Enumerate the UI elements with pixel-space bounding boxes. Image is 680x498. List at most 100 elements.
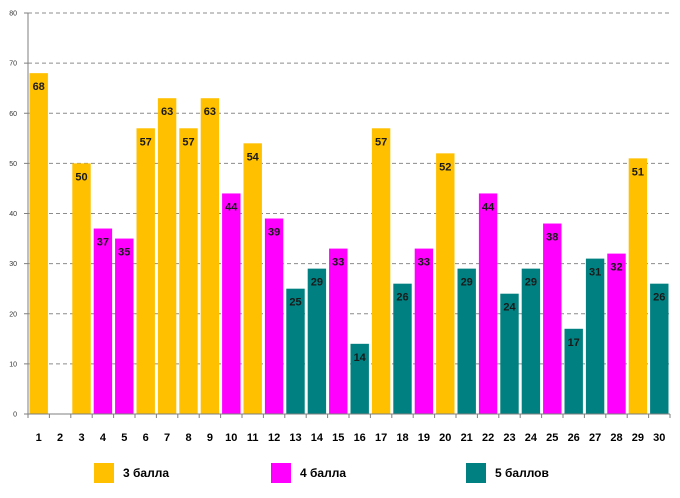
x-tick-label: 27 (589, 432, 601, 444)
bar (436, 153, 455, 414)
x-tick-label: 10 (225, 432, 237, 444)
legend-label-4: 4 балла (300, 466, 347, 480)
data-label: 51 (632, 166, 644, 178)
bar (29, 73, 48, 415)
data-label: 31 (589, 267, 601, 279)
legend-swatch-4 (271, 463, 291, 483)
y-tick-label: 30 (9, 261, 17, 268)
x-tick-label: 8 (185, 432, 191, 444)
bar (500, 293, 519, 414)
x-tick-label: 11 (247, 432, 259, 444)
bar (414, 248, 434, 414)
data-labels: 68 50 37 35 57 63 57 63 44 54 39 25 29 33 14 57 26 33 52 29… (33, 81, 666, 364)
x-tick-label: 17 (375, 432, 387, 444)
x-axis-ticks: 1 2 3 4 5 6 7 8 9 10 11 12 13 14 15 16 17 18 19 20 21 22 23 24 2… (27, 414, 671, 444)
data-label: 39 (268, 227, 280, 239)
bar (200, 98, 220, 415)
bar (650, 283, 669, 414)
x-tick-label: 24 (525, 432, 538, 444)
x-tick-label: 25 (546, 432, 558, 444)
y-axis-ticks: 0 10 20 30 40 50 60 70 80 (9, 11, 28, 419)
legend-item-3: 3 балла (94, 462, 169, 484)
bar (157, 98, 177, 415)
x-tick-label: 21 (461, 432, 473, 444)
x-tick-label: 30 (653, 432, 665, 444)
data-label: 26 (653, 292, 665, 304)
x-tick-label: 14 (311, 432, 324, 444)
y-tick-label: 10 (9, 361, 17, 368)
x-tick-label: 6 (143, 432, 149, 444)
data-label: 17 (568, 337, 580, 349)
bar (115, 238, 134, 414)
y-tick-label: 60 (9, 111, 17, 118)
data-label: 63 (161, 106, 173, 118)
bar (371, 128, 391, 414)
y-tick-label: 70 (9, 61, 17, 68)
y-tick-label: 20 (9, 311, 17, 318)
data-label: 25 (289, 297, 301, 309)
x-tick-label: 12 (268, 432, 280, 444)
bar (564, 328, 583, 414)
data-label: 29 (461, 277, 473, 289)
data-label: 57 (375, 136, 387, 148)
data-label: 54 (247, 151, 260, 163)
x-tick-label: 29 (632, 432, 644, 444)
bar (222, 193, 241, 414)
data-label: 32 (610, 262, 622, 274)
bar (264, 218, 284, 414)
data-label: 37 (97, 237, 109, 249)
data-label: 38 (546, 232, 558, 244)
data-label: 50 (75, 171, 87, 183)
y-tick-label: 50 (9, 161, 17, 168)
x-tick-label: 20 (439, 432, 451, 444)
data-label: 44 (482, 201, 495, 213)
legend-item-5: 5 баллов (466, 462, 549, 484)
bar (136, 128, 155, 414)
bar (286, 288, 305, 414)
bar (350, 343, 369, 414)
bar (307, 268, 327, 414)
data-label: 52 (439, 161, 451, 173)
x-tick-label: 16 (354, 432, 366, 444)
bar (628, 158, 648, 414)
bars (29, 73, 669, 415)
x-tick-label: 1 (36, 432, 42, 444)
bar (72, 163, 91, 414)
x-tick-label: 18 (396, 432, 408, 444)
bar (585, 258, 605, 414)
x-tick-label: 9 (207, 432, 213, 444)
bar (521, 268, 541, 414)
data-label: 68 (33, 81, 45, 93)
x-tick-label: 26 (568, 432, 580, 444)
x-tick-label: 13 (289, 432, 301, 444)
x-tick-label: 4 (100, 432, 107, 444)
data-label: 26 (396, 292, 408, 304)
legend-item-4: 4 балла (271, 462, 346, 484)
y-tick-label: 40 (9, 211, 17, 218)
y-tick-label: 80 (9, 11, 17, 18)
legend-label-5: 5 баллов (495, 466, 549, 480)
bar (543, 223, 562, 414)
gridlines (28, 12, 670, 365)
data-label: 57 (182, 136, 194, 148)
data-label: 29 (525, 277, 537, 289)
data-label: 63 (204, 106, 216, 118)
bar (457, 268, 476, 414)
bar (478, 193, 498, 414)
legend-label-3: 3 балла (123, 466, 170, 480)
y-tick-label: 0 (13, 412, 17, 419)
x-tick-label: 28 (610, 432, 622, 444)
bar (243, 143, 262, 414)
bar (329, 248, 348, 414)
x-tick-label: 15 (332, 432, 344, 444)
data-label: 44 (225, 201, 238, 213)
data-label: 57 (140, 136, 152, 148)
bar (607, 253, 626, 414)
data-label: 35 (118, 247, 130, 259)
bar (93, 228, 113, 414)
bar (179, 128, 198, 414)
bar (393, 283, 412, 414)
x-tick-label: 2 (57, 432, 63, 444)
x-tick-label: 7 (164, 432, 170, 444)
